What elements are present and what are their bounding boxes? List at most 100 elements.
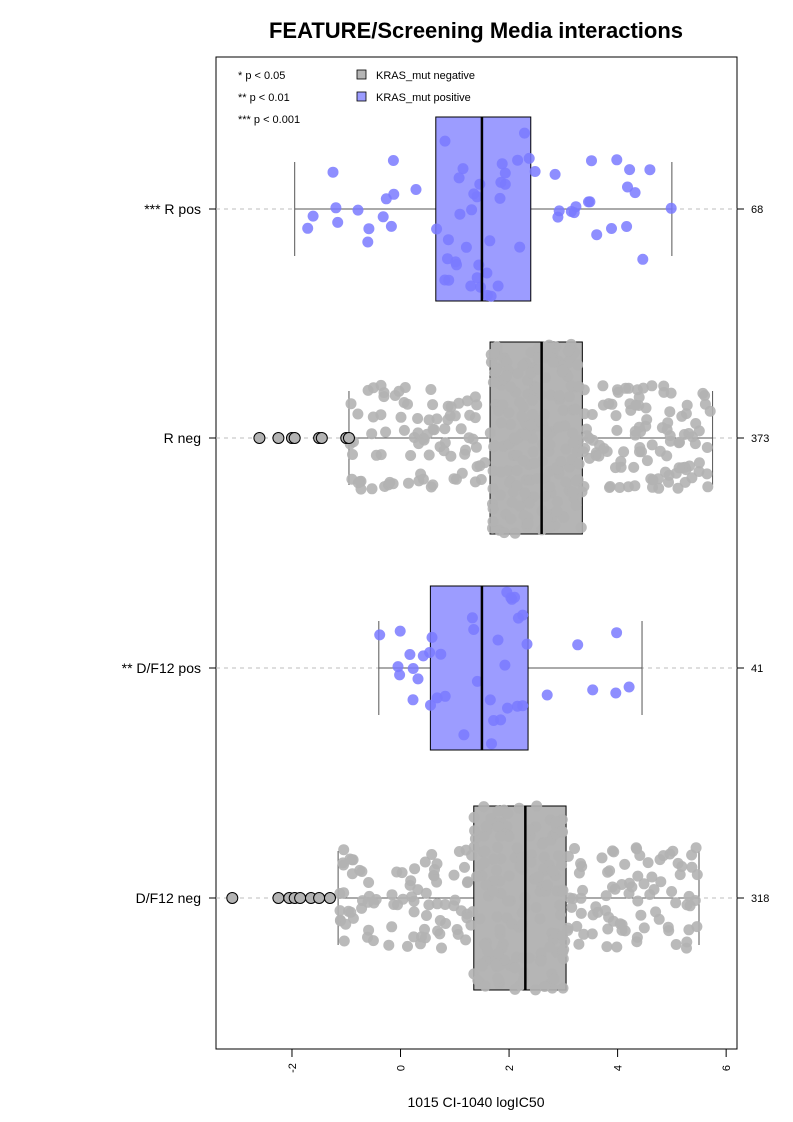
data-point xyxy=(488,853,500,865)
data-point xyxy=(701,468,713,480)
data-point xyxy=(535,955,547,967)
data-point xyxy=(423,414,435,426)
data-point xyxy=(555,456,567,467)
data-point xyxy=(485,290,497,302)
data-point xyxy=(460,934,472,946)
data-point xyxy=(541,879,553,891)
data-point xyxy=(511,465,523,476)
data-point xyxy=(666,886,678,897)
data-point xyxy=(448,473,460,485)
data-point xyxy=(601,446,613,457)
data-point xyxy=(597,380,609,392)
data-point xyxy=(518,509,530,521)
data-point xyxy=(622,181,633,193)
data-point xyxy=(646,871,658,883)
data-point xyxy=(611,627,623,639)
data-point xyxy=(467,433,479,445)
data-point xyxy=(440,918,452,929)
data-point xyxy=(392,899,403,911)
data-point xyxy=(644,164,656,176)
data-point xyxy=(488,347,500,359)
data-point xyxy=(565,206,577,217)
data-point xyxy=(543,339,555,351)
group-2: ** D/F12 pos 41 xyxy=(122,585,763,751)
data-point xyxy=(387,155,399,166)
data-point xyxy=(511,842,523,854)
box xyxy=(429,585,529,751)
data-point xyxy=(616,924,628,936)
data-point xyxy=(431,223,443,235)
data-point xyxy=(492,634,504,646)
data-point xyxy=(573,381,585,393)
data-point xyxy=(409,863,421,875)
data-point xyxy=(461,877,473,889)
n-label: 318 xyxy=(751,893,769,905)
data-point xyxy=(503,407,515,419)
data-point xyxy=(405,450,417,461)
data-point xyxy=(384,476,396,488)
n-label: 68 xyxy=(751,204,763,216)
data-point xyxy=(570,475,582,487)
y-tick-label: *** R pos xyxy=(144,201,201,217)
significance-legend-item: ** p < 0.01 xyxy=(238,92,290,104)
data-point xyxy=(454,208,466,220)
data-point xyxy=(511,480,523,492)
legend-swatch xyxy=(356,69,367,80)
data-point xyxy=(529,457,541,469)
data-point xyxy=(439,423,451,435)
data-point xyxy=(383,939,395,951)
data-point xyxy=(634,850,646,861)
data-point xyxy=(496,158,508,170)
data-point xyxy=(386,889,398,901)
data-point xyxy=(407,694,419,706)
data-point xyxy=(557,953,569,965)
data-point xyxy=(670,897,682,909)
data-point xyxy=(581,430,593,442)
data-point xyxy=(575,892,587,904)
data-point xyxy=(538,851,550,863)
data-point xyxy=(435,648,447,660)
data-point xyxy=(535,947,547,959)
n-label: 373 xyxy=(751,433,769,445)
data-point xyxy=(344,853,356,865)
data-point xyxy=(332,216,344,228)
data-point xyxy=(564,391,575,403)
data-point xyxy=(650,906,662,918)
data-point xyxy=(661,424,673,436)
data-point xyxy=(553,850,564,862)
data-point xyxy=(635,909,647,921)
data-point xyxy=(505,513,517,525)
data-point xyxy=(629,480,641,492)
legend-swatch xyxy=(356,91,367,102)
data-point xyxy=(524,824,536,836)
outlier-point xyxy=(272,892,285,904)
data-point xyxy=(426,631,438,643)
data-point xyxy=(434,928,446,940)
data-point xyxy=(530,984,541,996)
data-point xyxy=(550,816,562,828)
data-point xyxy=(302,222,314,234)
data-point xyxy=(624,164,636,176)
data-point xyxy=(575,858,587,869)
data-point xyxy=(538,863,550,875)
y-tick-label: ** D/F12 pos xyxy=(122,660,201,676)
data-point xyxy=(593,450,605,462)
data-point xyxy=(681,936,693,948)
data-point xyxy=(481,267,493,279)
data-point xyxy=(514,396,526,408)
data-point xyxy=(554,899,566,911)
data-point xyxy=(534,913,546,925)
data-point xyxy=(455,423,467,435)
data-point xyxy=(681,399,693,411)
data-point xyxy=(502,895,514,907)
data-point xyxy=(479,845,491,857)
data-point xyxy=(545,389,557,401)
data-point xyxy=(385,220,397,232)
data-point xyxy=(487,516,499,527)
data-point xyxy=(642,857,654,869)
data-point xyxy=(307,210,319,222)
data-point xyxy=(567,893,579,905)
data-point xyxy=(681,899,693,911)
data-point xyxy=(602,923,614,935)
data-point xyxy=(327,166,339,178)
